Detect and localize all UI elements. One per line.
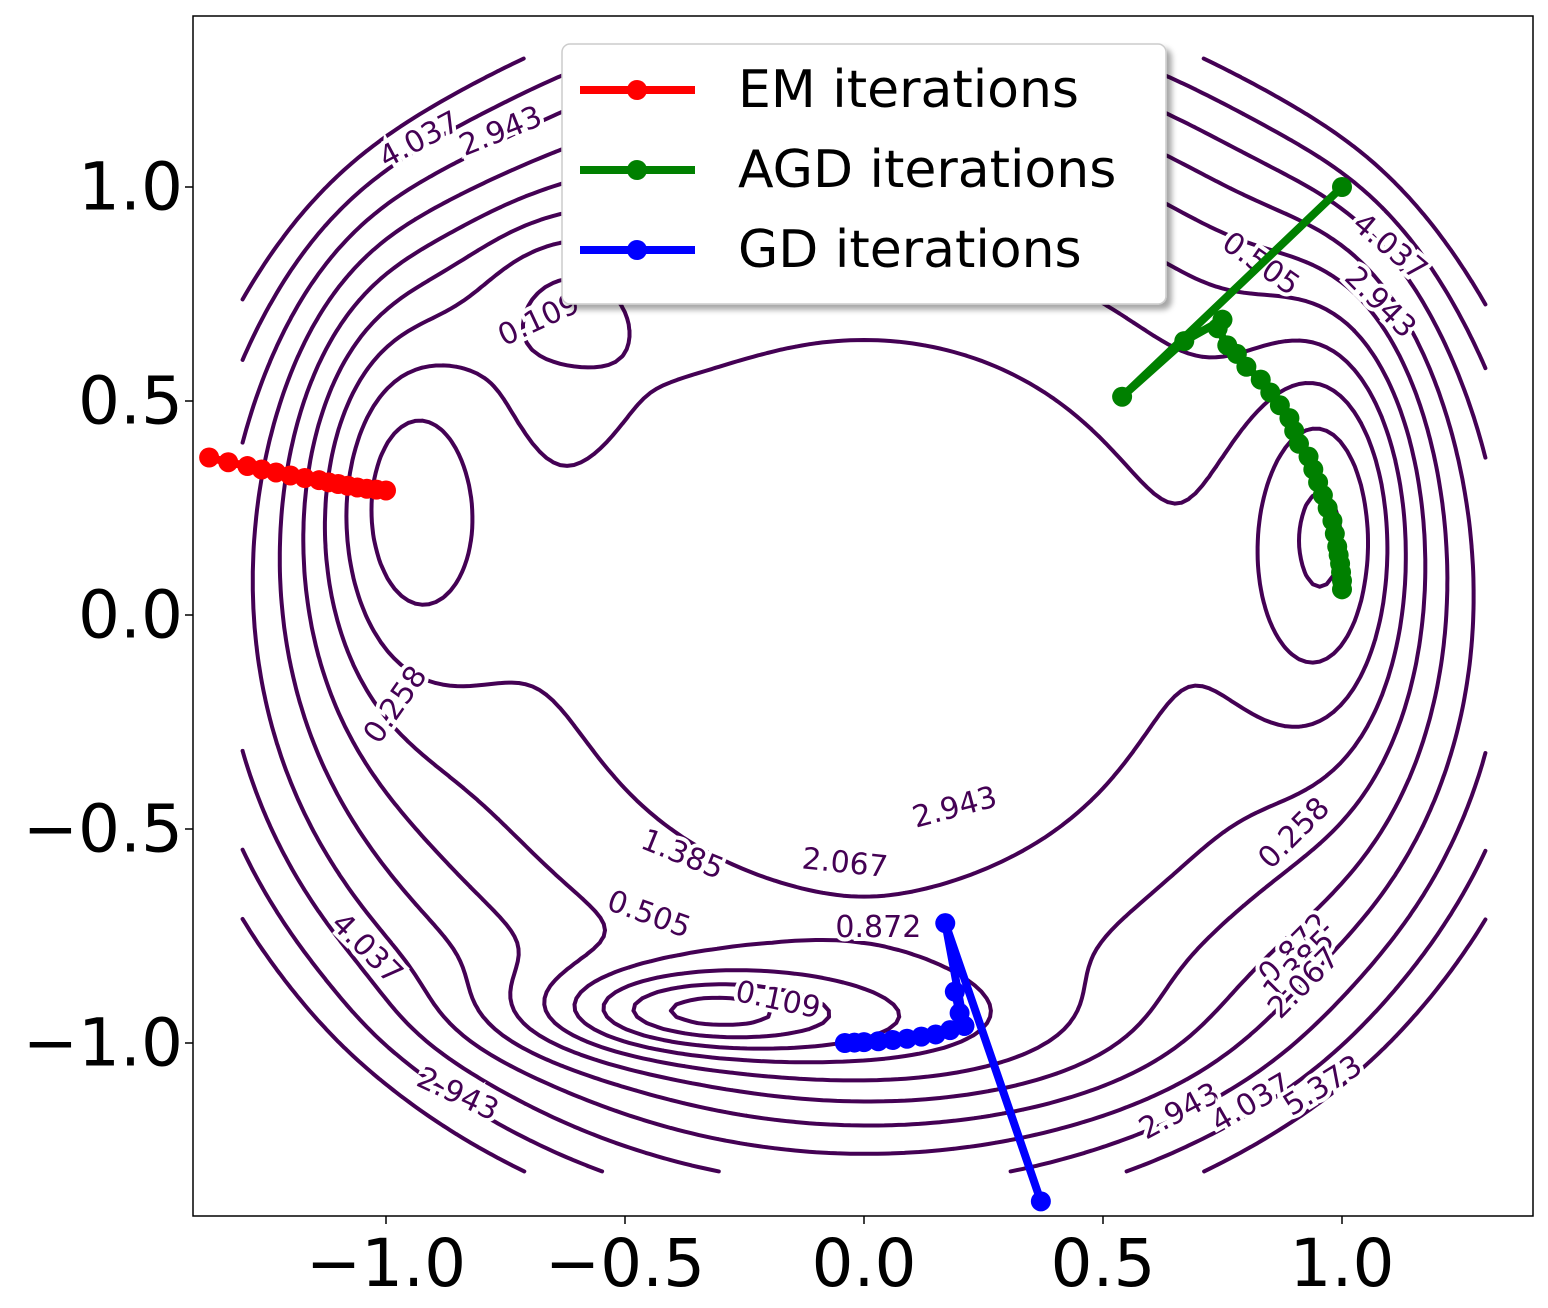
legend-marker-2 (627, 240, 647, 260)
contour-level-11 (240, 56, 1488, 1174)
contour-lines (240, 56, 1488, 1174)
y-tick-label-2: 0.0 (78, 577, 183, 654)
x-axis: −1.0 −0.5 0.0 0.5 1.0 (306, 1216, 1395, 1302)
series-2-point-11 (868, 1031, 889, 1052)
y-tick-label-3: −0.5 (23, 791, 183, 868)
series-0-point-0 (199, 447, 220, 468)
series-2-point-3 (944, 981, 965, 1002)
series-2 (834, 913, 1051, 1212)
contour-level-10 (240, 56, 1488, 1174)
legend-marker-1 (627, 160, 647, 180)
series-2-point-10 (882, 1030, 903, 1051)
series-1-point-7 (1236, 356, 1257, 377)
series-1-point-2 (1174, 331, 1195, 352)
plot-frame (192, 15, 1534, 1217)
series-0-point-1 (218, 452, 239, 473)
series-1-point-1 (1112, 386, 1133, 407)
series-2-point-1 (935, 913, 956, 934)
series-1 (1112, 177, 1352, 600)
series-2-point-9 (897, 1028, 918, 1049)
x-tick-label-2: 0.0 (812, 1225, 917, 1302)
legend-box (561, 43, 1167, 305)
contour-label-12: 0.872 (835, 910, 921, 945)
series-1-point-0 (1332, 177, 1352, 197)
y-tick-label-1: 0.5 (78, 363, 183, 440)
series-layer (199, 177, 1352, 1212)
series-1-point-26 (1332, 579, 1352, 600)
legend-label-2: GD iterations (738, 220, 1082, 280)
y-axis: 1.0 0.5 0.0 −0.5 −1.0 (23, 149, 193, 1082)
contour-level-1 (668, 995, 773, 1027)
legend: EM iterations AGD iterations GD iterations (561, 43, 1167, 305)
x-tick-label-3: 0.5 (1051, 1225, 1156, 1302)
y-tick-label-0: 1.0 (78, 149, 183, 226)
x-tick-label-1: −0.5 (545, 1225, 705, 1302)
series-2-point-14 (834, 1033, 855, 1053)
series-0 (199, 447, 396, 501)
legend-label-1: AGD iterations (738, 140, 1116, 200)
y-tick-label-4: −1.0 (23, 1005, 183, 1082)
series-1-point-4 (1207, 318, 1228, 339)
series-0-point-14 (376, 480, 396, 501)
legend-label-0: EM iterations (738, 60, 1079, 120)
x-tick-label-4: 1.0 (1290, 1225, 1395, 1302)
series-2-point-0 (1030, 1191, 1051, 1212)
x-tick-label-0: −1.0 (306, 1225, 466, 1302)
legend-marker-0 (627, 80, 647, 100)
